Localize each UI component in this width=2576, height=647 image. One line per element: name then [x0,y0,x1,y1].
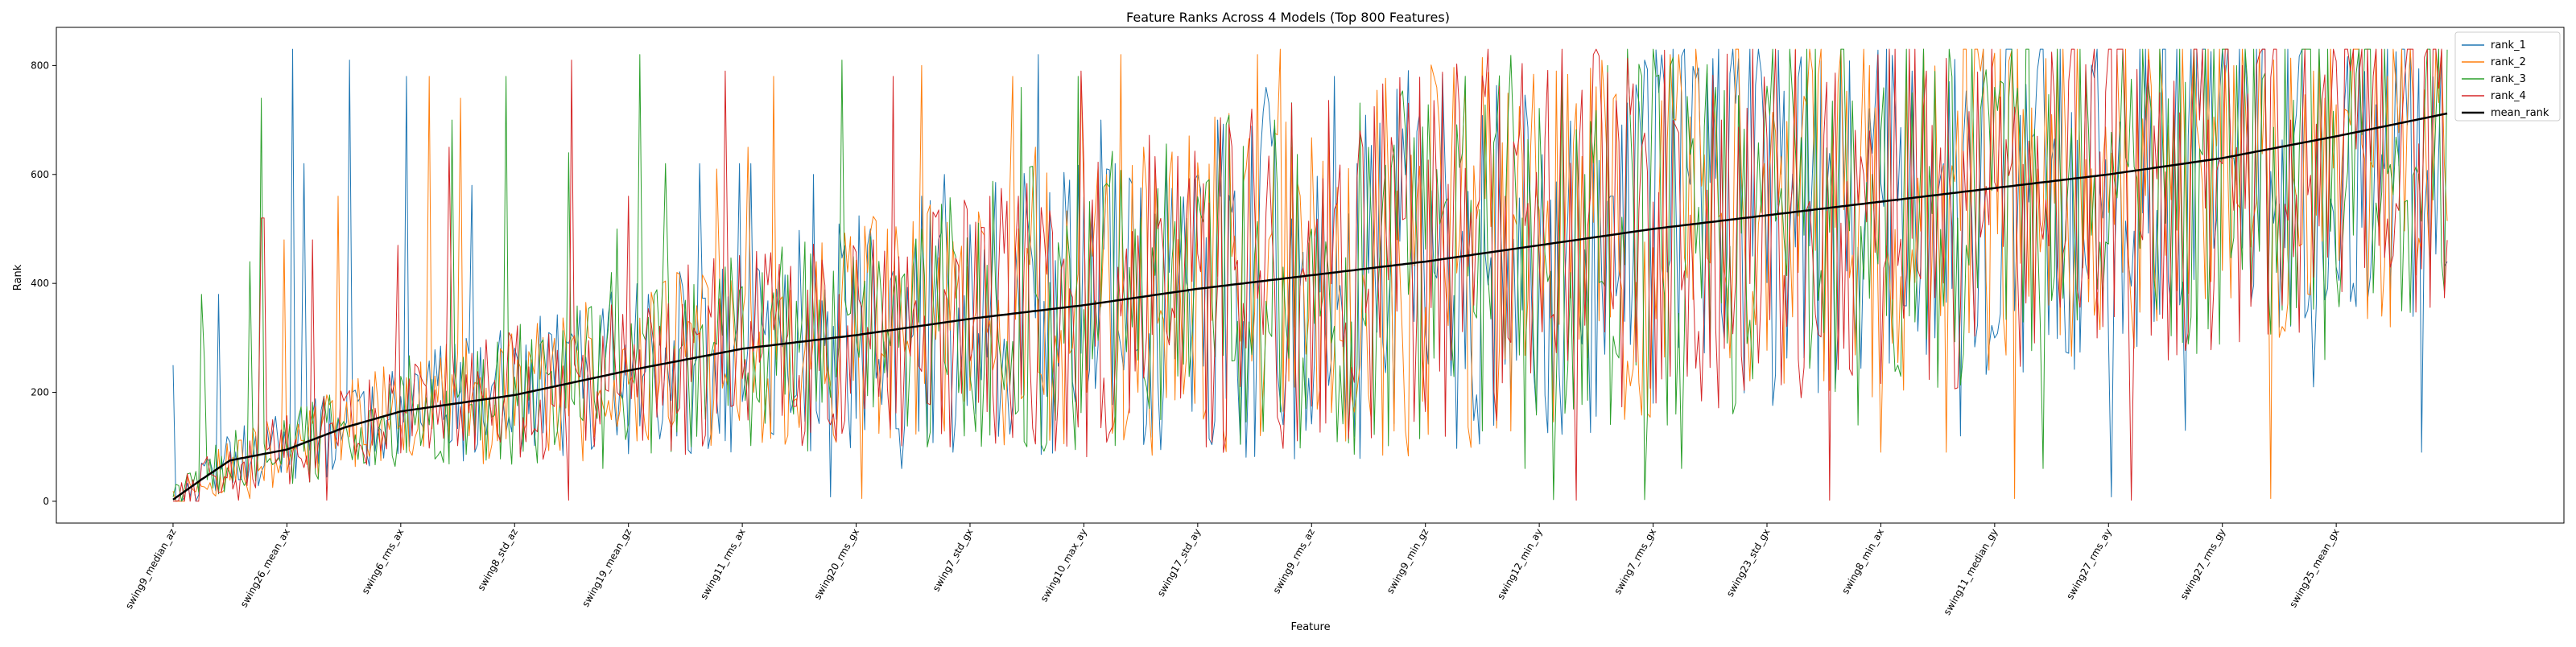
series-line-rank_3 [172,48,2448,502]
series-line-rank_4 [173,48,2448,502]
series-line-mean_rank [172,112,2448,501]
legend-label-rank_4: rank_4 [2491,90,2526,102]
y-tick-label: 600 [31,169,49,180]
y-tick-label: 200 [31,387,49,398]
chart-title: Feature Ranks Across 4 Models (Top 800 F… [1126,10,1450,25]
plot-frame [56,27,2565,524]
y-tick-label: 400 [31,278,49,289]
legend-label-rank_3: rank_3 [2491,73,2526,85]
series-line-rank_1 [172,48,2448,502]
legend-box [2454,31,2561,122]
series-line-rank_2 [172,48,2448,502]
x-axis-label: Feature [1290,621,1330,633]
y-axis-label: Rank [12,264,24,291]
legend-label-rank_2: rank_2 [2491,56,2526,68]
legend-label-rank_1: rank_1 [2491,39,2526,52]
legend-label-mean_rank: mean_rank [2491,107,2549,119]
y-tick-label: 800 [31,60,49,71]
y-tick-label: 0 [43,496,49,507]
